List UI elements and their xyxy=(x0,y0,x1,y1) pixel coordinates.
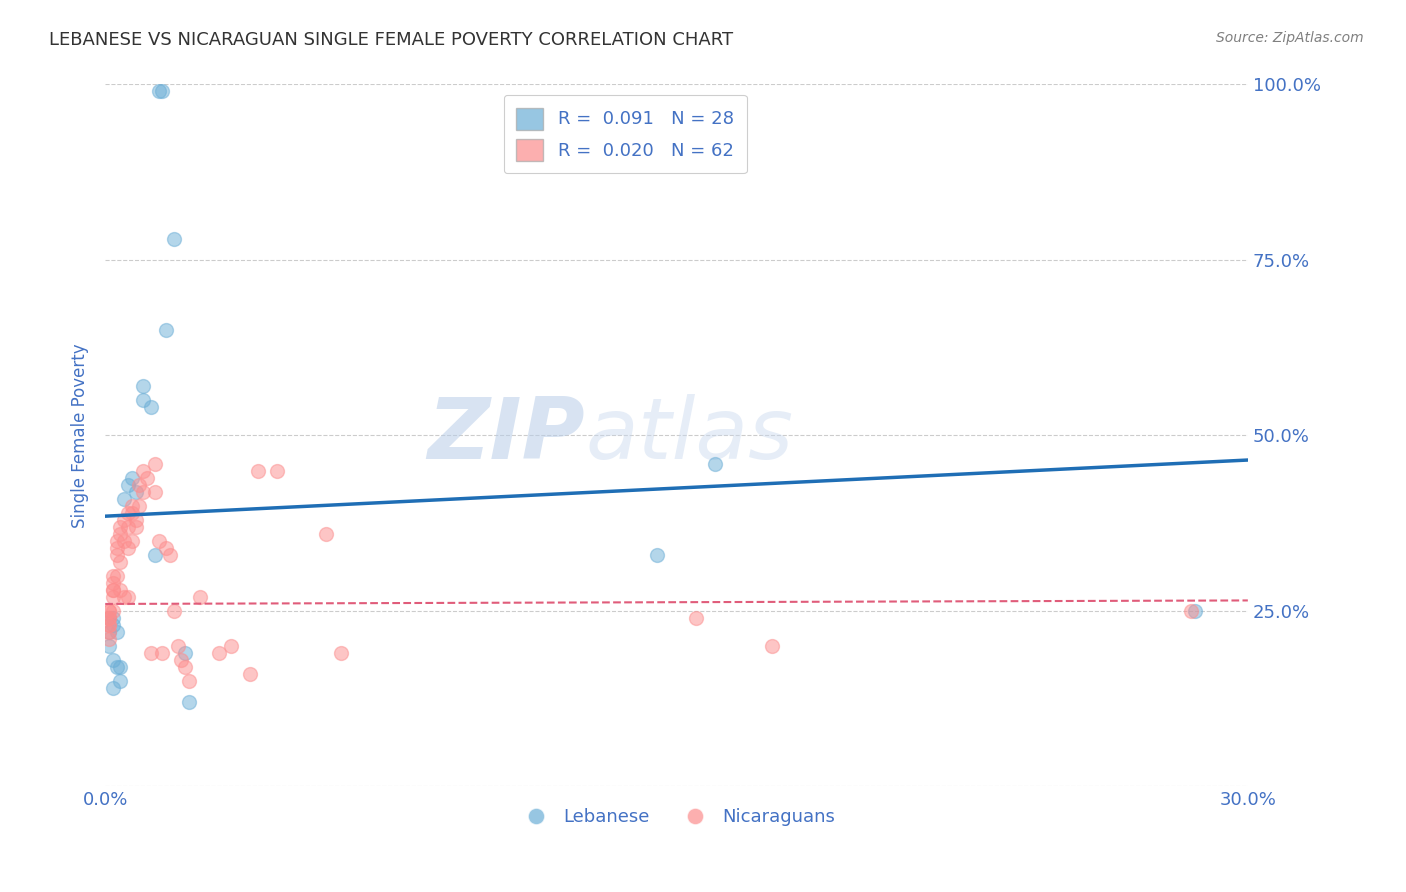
Point xyxy=(150,85,173,99)
Point xyxy=(98,618,121,632)
Point xyxy=(148,85,170,99)
Point xyxy=(159,548,181,562)
Point xyxy=(121,506,143,520)
Point xyxy=(155,541,177,555)
Point xyxy=(98,604,121,618)
Point xyxy=(105,548,128,562)
Point xyxy=(101,582,124,597)
Point xyxy=(190,590,212,604)
Point xyxy=(132,464,155,478)
Y-axis label: Single Female Poverty: Single Female Poverty xyxy=(72,343,89,528)
Point xyxy=(166,639,188,653)
Point xyxy=(761,639,783,653)
Point xyxy=(101,590,124,604)
Point xyxy=(125,513,148,527)
Point xyxy=(266,464,288,478)
Point xyxy=(98,611,121,625)
Point xyxy=(101,618,124,632)
Point xyxy=(101,604,124,618)
Point xyxy=(98,611,121,625)
Point xyxy=(143,457,166,471)
Point xyxy=(128,499,150,513)
Point xyxy=(105,625,128,640)
Point xyxy=(125,519,148,533)
Point xyxy=(143,484,166,499)
Point xyxy=(150,646,173,660)
Point xyxy=(170,653,193,667)
Point xyxy=(117,590,139,604)
Point xyxy=(112,513,135,527)
Point xyxy=(1180,604,1202,618)
Point xyxy=(647,548,669,562)
Point xyxy=(121,499,143,513)
Point xyxy=(117,519,139,533)
Point xyxy=(110,660,132,674)
Point xyxy=(685,611,707,625)
Point xyxy=(98,611,121,625)
Point xyxy=(101,582,124,597)
Text: atlas: atlas xyxy=(585,394,793,477)
Point xyxy=(117,477,139,491)
Point xyxy=(155,323,177,337)
Point xyxy=(98,632,121,646)
Point xyxy=(163,232,186,246)
Point xyxy=(132,484,155,499)
Point xyxy=(105,533,128,548)
Point xyxy=(239,667,262,681)
Point xyxy=(98,618,121,632)
Point xyxy=(174,660,197,674)
Point xyxy=(110,526,132,541)
Point xyxy=(112,533,135,548)
Point xyxy=(148,533,170,548)
Point xyxy=(208,646,231,660)
Point xyxy=(139,401,162,415)
Point xyxy=(246,464,269,478)
Point xyxy=(1184,604,1206,618)
Point xyxy=(143,548,166,562)
Point xyxy=(117,541,139,555)
Point xyxy=(105,541,128,555)
Point xyxy=(132,393,155,408)
Point xyxy=(105,569,128,583)
Point xyxy=(128,477,150,491)
Point xyxy=(112,590,135,604)
Point xyxy=(315,526,337,541)
Text: LEBANESE VS NICARAGUAN SINGLE FEMALE POVERTY CORRELATION CHART: LEBANESE VS NICARAGUAN SINGLE FEMALE POV… xyxy=(49,31,734,49)
Point xyxy=(98,625,121,640)
Point xyxy=(136,470,159,484)
Point xyxy=(117,506,139,520)
Point xyxy=(132,379,155,393)
Point xyxy=(101,681,124,696)
Point xyxy=(110,519,132,533)
Point xyxy=(110,674,132,689)
Point xyxy=(177,695,200,709)
Point xyxy=(139,646,162,660)
Point xyxy=(121,533,143,548)
Legend: Lebanese, Nicaraguans: Lebanese, Nicaraguans xyxy=(510,801,842,834)
Point xyxy=(330,646,353,660)
Point xyxy=(110,582,132,597)
Text: Source: ZipAtlas.com: Source: ZipAtlas.com xyxy=(1216,31,1364,45)
Point xyxy=(125,484,148,499)
Point xyxy=(101,611,124,625)
Point xyxy=(105,660,128,674)
Point xyxy=(121,470,143,484)
Point xyxy=(101,569,124,583)
Point xyxy=(98,604,121,618)
Point xyxy=(112,491,135,506)
Point xyxy=(98,639,121,653)
Point xyxy=(101,575,124,590)
Text: ZIP: ZIP xyxy=(427,394,585,477)
Point xyxy=(177,674,200,689)
Point xyxy=(703,457,725,471)
Point xyxy=(101,653,124,667)
Point xyxy=(163,604,186,618)
Point xyxy=(174,646,197,660)
Point xyxy=(98,625,121,640)
Point xyxy=(110,555,132,569)
Point xyxy=(219,639,242,653)
